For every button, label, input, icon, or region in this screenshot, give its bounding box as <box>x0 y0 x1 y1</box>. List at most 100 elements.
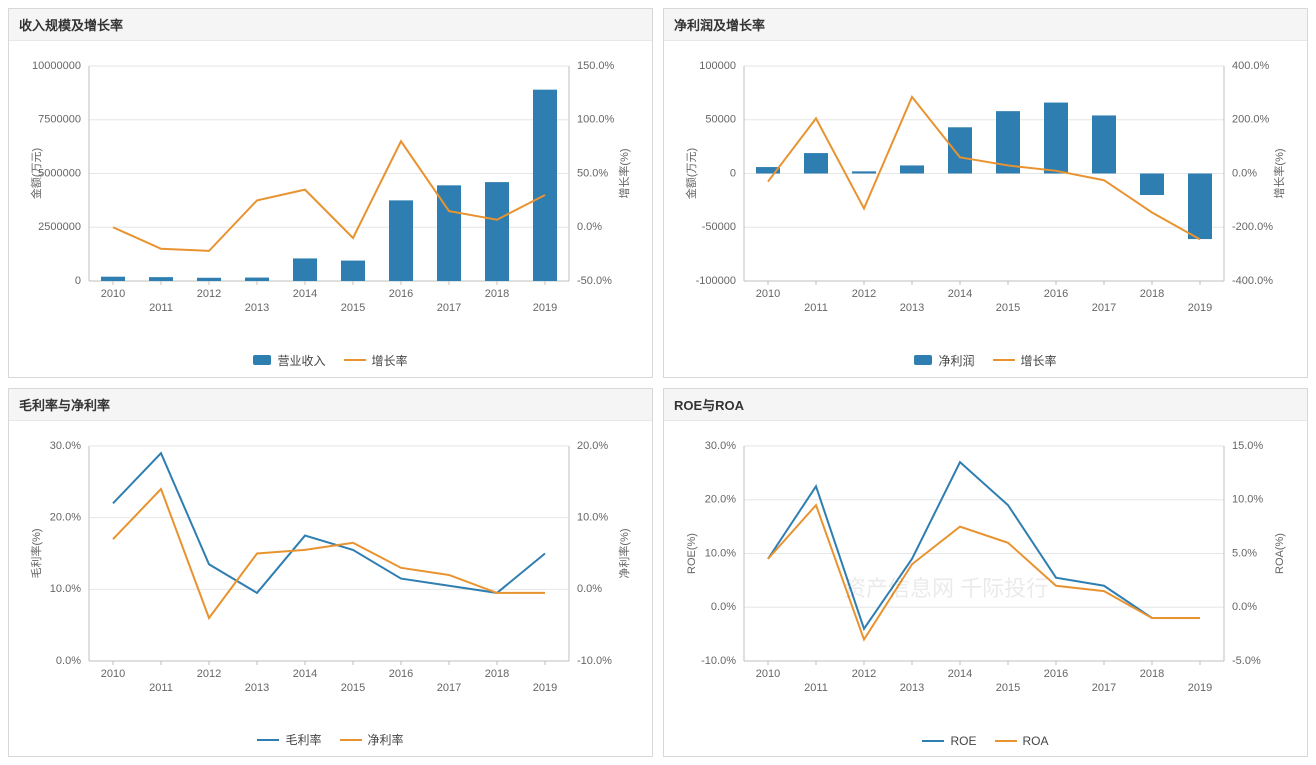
svg-text:30.0%: 30.0% <box>705 439 736 451</box>
panel-title: ROE与ROA <box>664 389 1307 421</box>
svg-text:2018: 2018 <box>485 668 509 680</box>
svg-text:2015: 2015 <box>341 302 365 314</box>
chart-area: 025000005000000750000010000000-50.0%0.0%… <box>9 41 652 348</box>
svg-text:2018: 2018 <box>485 288 509 300</box>
svg-text:20.0%: 20.0% <box>705 493 736 505</box>
svg-text:2014: 2014 <box>293 288 317 300</box>
legend-item-bar: 净利润 <box>914 352 974 369</box>
svg-text:2016: 2016 <box>389 288 413 300</box>
panel-revenue: 收入规模及增长率 025000005000000750000010000000-… <box>8 8 653 378</box>
svg-text:2015: 2015 <box>996 682 1020 694</box>
svg-text:100000: 100000 <box>699 60 736 72</box>
svg-text:2017: 2017 <box>1092 682 1116 694</box>
svg-text:-200.0%: -200.0% <box>1232 221 1273 233</box>
svg-text:2010: 2010 <box>756 668 780 680</box>
chart-area: 资产信息网 千际投行 -10.0%0.0%10.0%20.0%30.0%-5.0… <box>664 421 1307 731</box>
legend-item-line: 增长率 <box>344 352 408 369</box>
svg-text:增长率(%): 增长率(%) <box>617 148 631 198</box>
legend-item-2: 净利率 <box>340 731 404 748</box>
bar-swatch <box>253 355 271 365</box>
svg-text:10.0%: 10.0% <box>705 547 736 559</box>
line-swatch <box>257 739 279 741</box>
svg-text:增长率(%): 增长率(%) <box>1272 148 1286 198</box>
svg-text:0.0%: 0.0% <box>56 654 81 666</box>
svg-text:7500000: 7500000 <box>38 114 81 126</box>
svg-text:2010: 2010 <box>101 668 125 680</box>
svg-text:2018: 2018 <box>1140 288 1164 300</box>
svg-text:2012: 2012 <box>197 668 221 680</box>
line-swatch <box>995 740 1017 742</box>
panel-title: 收入规模及增长率 <box>9 9 652 41</box>
svg-text:-10.0%: -10.0% <box>577 654 612 666</box>
svg-text:0: 0 <box>75 275 81 287</box>
svg-text:-50000: -50000 <box>702 221 736 233</box>
chart-area: -100000-50000050000100000-400.0%-200.0%0… <box>664 41 1307 348</box>
svg-text:2016: 2016 <box>389 668 413 680</box>
svg-text:2013: 2013 <box>245 302 269 314</box>
svg-text:2019: 2019 <box>1188 302 1212 314</box>
svg-text:100.0%: 100.0% <box>577 114 615 126</box>
svg-text:10.0%: 10.0% <box>50 583 81 595</box>
svg-text:5.0%: 5.0% <box>1232 547 1257 559</box>
panel-title: 毛利率与净利率 <box>9 389 652 421</box>
svg-text:50.0%: 50.0% <box>577 167 608 179</box>
legend-label: 净利率 <box>368 731 404 748</box>
legend-label: 增长率 <box>372 352 408 369</box>
svg-text:2016: 2016 <box>1044 668 1068 680</box>
panel-margin: 毛利率与净利率 0.0%10.0%20.0%30.0%-10.0%0.0%10.… <box>8 388 653 758</box>
svg-text:0.0%: 0.0% <box>577 583 602 595</box>
svg-text:20.0%: 20.0% <box>577 439 608 451</box>
svg-text:2011: 2011 <box>149 682 173 694</box>
legend: ROE ROA <box>664 730 1307 756</box>
svg-text:2012: 2012 <box>852 288 876 300</box>
svg-text:200.0%: 200.0% <box>1232 114 1270 126</box>
svg-text:2014: 2014 <box>948 288 972 300</box>
revenue-chart: 025000005000000750000010000000-50.0%0.0%… <box>19 51 639 331</box>
roe-chart: -10.0%0.0%10.0%20.0%30.0%-5.0%0.0%5.0%10… <box>674 431 1294 711</box>
svg-text:0.0%: 0.0% <box>577 221 602 233</box>
svg-text:2012: 2012 <box>852 668 876 680</box>
svg-text:ROA(%): ROA(%) <box>1274 533 1286 574</box>
svg-text:15.0%: 15.0% <box>1232 439 1263 451</box>
svg-text:2015: 2015 <box>341 682 365 694</box>
svg-text:50000: 50000 <box>705 114 736 126</box>
legend: 毛利率 净利率 <box>9 727 652 756</box>
panel-title: 净利润及增长率 <box>664 9 1307 41</box>
bar-swatch <box>914 355 932 365</box>
svg-text:2013: 2013 <box>900 302 924 314</box>
svg-text:10.0%: 10.0% <box>1232 493 1263 505</box>
legend-item-1: 毛利率 <box>257 731 321 748</box>
legend-item-bar: 营业收入 <box>253 352 325 369</box>
svg-text:2017: 2017 <box>437 682 461 694</box>
line-swatch <box>344 359 366 361</box>
svg-text:2015: 2015 <box>996 302 1020 314</box>
svg-text:2010: 2010 <box>756 288 780 300</box>
svg-text:-100000: -100000 <box>696 275 736 287</box>
svg-text:2014: 2014 <box>293 668 317 680</box>
svg-text:2010: 2010 <box>101 288 125 300</box>
svg-text:2019: 2019 <box>1188 682 1212 694</box>
dashboard-grid: 收入规模及增长率 025000005000000750000010000000-… <box>8 8 1308 757</box>
svg-text:2019: 2019 <box>533 682 557 694</box>
svg-text:-50.0%: -50.0% <box>577 275 612 287</box>
legend-item-1: ROE <box>922 734 976 748</box>
legend-label: ROE <box>950 734 976 748</box>
svg-text:-5.0%: -5.0% <box>1232 654 1261 666</box>
svg-text:2013: 2013 <box>245 682 269 694</box>
svg-text:2018: 2018 <box>1140 668 1164 680</box>
svg-text:2019: 2019 <box>533 302 557 314</box>
profit-chart: -100000-50000050000100000-400.0%-200.0%0… <box>674 51 1294 331</box>
svg-text:2011: 2011 <box>149 302 173 314</box>
svg-text:2012: 2012 <box>197 288 221 300</box>
svg-text:0.0%: 0.0% <box>1232 167 1257 179</box>
svg-text:-10.0%: -10.0% <box>701 654 736 666</box>
panel-roe: ROE与ROA 资产信息网 千际投行 -10.0%0.0%10.0%20.0%3… <box>663 388 1308 758</box>
legend: 营业收入 增长率 <box>9 348 652 377</box>
svg-text:10.0%: 10.0% <box>577 511 608 523</box>
legend-item-line: 增长率 <box>993 352 1057 369</box>
legend-label: 净利润 <box>938 352 974 369</box>
legend: 净利润 增长率 <box>664 348 1307 377</box>
legend-label: 增长率 <box>1021 352 1057 369</box>
svg-text:-400.0%: -400.0% <box>1232 275 1273 287</box>
svg-text:2017: 2017 <box>1092 302 1116 314</box>
